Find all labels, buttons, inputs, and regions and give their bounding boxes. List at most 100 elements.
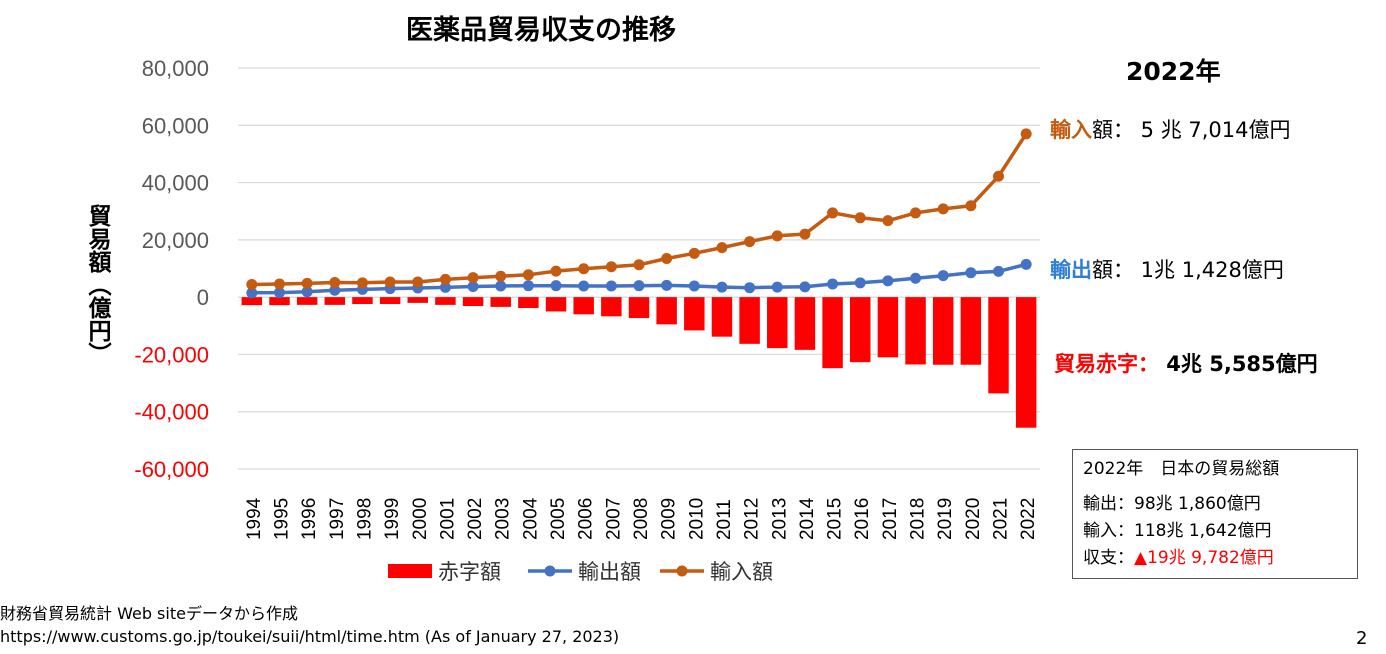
data-point (854, 212, 866, 224)
x-tick-label: 2015 (825, 498, 846, 540)
deficit-bar (711, 297, 733, 337)
deficit-bar (684, 297, 705, 331)
y-tick-label: 20,000 (142, 228, 209, 253)
x-tick-label: 2006 (576, 498, 597, 540)
chart-title: 医薬品貿易収支の推移 (406, 15, 676, 46)
y-tick-label: -60,000 (134, 457, 209, 482)
deficit-bar (767, 297, 788, 349)
totals-balance: 収支：▲19兆 9,782億円 (1083, 545, 1347, 572)
data-point (688, 280, 700, 292)
deficit-bar (850, 297, 871, 363)
x-tick-label: 1994 (244, 497, 265, 540)
x-tick-label: 2012 (742, 498, 763, 540)
y-tick-label: 0 (197, 285, 209, 310)
data-point (965, 267, 977, 279)
legend-marker (544, 565, 556, 577)
data-point (439, 281, 451, 293)
data-point (827, 207, 839, 219)
source-line-1: 財務省貿易統計 Web siteデータから作成 (0, 604, 298, 623)
y-tick-label: -40,000 (134, 400, 209, 425)
deficit-bar (296, 297, 318, 305)
data-point (688, 247, 700, 259)
data-point (716, 242, 728, 254)
x-axis-ticks: 1994 1995 1996 1997 1998 1999 2000 2001 2002 2003… (244, 497, 1039, 540)
x-tick-label: 2001 (437, 498, 458, 540)
deficit-bar (794, 297, 816, 350)
deficit-bar (545, 297, 567, 312)
x-tick-label: 2013 (769, 498, 790, 540)
y-axis-ticks: 80,000 60,000 40,000 20,000 0 -20,000 -40,000 -… (134, 56, 209, 482)
deficit-bar (269, 297, 290, 306)
data-point (993, 265, 1005, 277)
deficit-annotation-value: 4兆 5,585億円 (1159, 352, 1318, 376)
x-tick-label: 2004 (520, 497, 541, 540)
legend-label: 赤字額 (438, 560, 501, 584)
data-point (937, 203, 949, 215)
data-point (578, 263, 590, 275)
data-point (522, 280, 534, 292)
deficit-bar (435, 297, 456, 305)
x-tick-label: 1999 (382, 498, 403, 540)
legend-label: 輸出額 (578, 560, 641, 584)
x-tick-label: 2020 (963, 498, 984, 540)
deficit-bar (988, 297, 1009, 394)
x-tick-label: 1996 (299, 498, 320, 540)
series-lines (246, 128, 1032, 299)
legend-marker (676, 565, 688, 577)
export-annotation-key: 輸出 (1050, 258, 1092, 282)
y-tick-label: 60,000 (142, 113, 209, 138)
data-point (771, 230, 783, 242)
data-point (550, 265, 562, 277)
x-tick-label: 2017 (880, 498, 901, 540)
data-point (1020, 128, 1032, 140)
data-point (578, 280, 590, 292)
deficit-bar (960, 297, 982, 365)
data-point (605, 280, 617, 292)
data-point (301, 286, 313, 298)
trade-totals-box: 2022年 日本の貿易総額 輸出：98兆 1,860億円 輸入：118兆 1,6… (1072, 449, 1358, 579)
data-point (910, 272, 922, 284)
legend: 赤字額 輸出額 輸入額 (388, 560, 773, 584)
data-point (467, 272, 479, 284)
x-tick-label: 1998 (354, 498, 375, 540)
deficit-bars (241, 297, 1037, 428)
data-point (633, 259, 645, 271)
data-point (633, 280, 645, 292)
y-tick-label: 80,000 (142, 56, 209, 81)
y-tick-label: -20,000 (134, 342, 209, 367)
data-point (495, 270, 507, 282)
data-point (495, 280, 507, 292)
deficit-bar (932, 297, 954, 365)
data-point (716, 281, 728, 293)
data-point (522, 269, 534, 281)
totals-export: 輸出：98兆 1,860億円 (1083, 494, 1261, 514)
data-point (550, 280, 562, 292)
x-tick-label: 2009 (659, 498, 680, 540)
data-point (301, 277, 313, 289)
x-tick-label: 2010 (686, 498, 707, 540)
legend-label: 輸入額 (710, 560, 773, 584)
deficit-bar (573, 297, 594, 315)
deficit-bar (379, 297, 401, 305)
x-tick-label: 2002 (465, 498, 486, 540)
deficit-bar (462, 297, 484, 307)
data-point (1020, 258, 1032, 270)
totals-heading: 2022年 日本の貿易総額 (1083, 459, 1280, 479)
data-point (605, 261, 617, 273)
x-tick-label: 1997 (327, 498, 348, 540)
data-point (384, 276, 396, 288)
deficit-bar (628, 297, 650, 319)
data-point (467, 281, 479, 293)
x-tick-label: 1995 (271, 498, 292, 540)
import-annotation-key: 輸入 (1050, 118, 1092, 142)
totals-balance-value: ▲19兆 9,782億円 (1134, 548, 1274, 568)
x-tick-label: 2007 (603, 498, 624, 540)
data-point (799, 281, 811, 293)
data-point (329, 277, 341, 289)
data-point (661, 279, 673, 291)
data-point (661, 252, 673, 264)
deficit-bar (490, 297, 511, 307)
x-tick-label: 2019 (935, 498, 956, 540)
data-point (882, 275, 894, 287)
